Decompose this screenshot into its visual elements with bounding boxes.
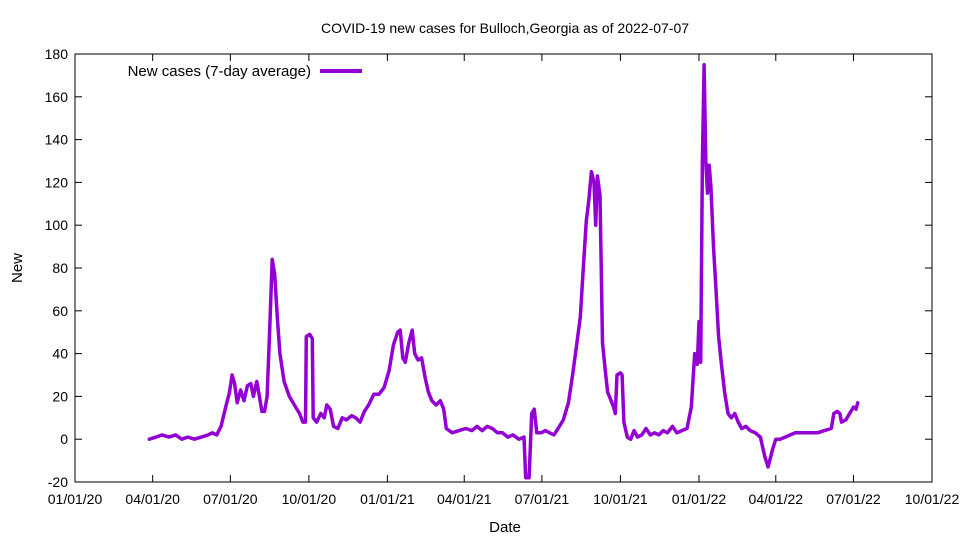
x-tick-label: 10/01/21 bbox=[593, 491, 648, 507]
y-tick-label: 20 bbox=[52, 388, 68, 404]
y-axis-ticks: -20 0 20 40 60 80 100 120 140 160 180 bbox=[45, 46, 932, 490]
x-tick-label: 07/01/21 bbox=[515, 491, 570, 507]
y-tick-label: 60 bbox=[52, 303, 68, 319]
x-tick-label: 01/01/20 bbox=[48, 491, 103, 507]
x-tick-label: 04/01/21 bbox=[437, 491, 492, 507]
y-tick-label: 120 bbox=[45, 174, 69, 190]
x-tick-label: 04/01/22 bbox=[749, 491, 804, 507]
legend-label: New cases (7-day average) bbox=[128, 63, 311, 80]
y-tick-label: 160 bbox=[45, 89, 69, 105]
x-tick-label: 10/01/20 bbox=[282, 491, 337, 507]
series-line bbox=[147, 62, 860, 480]
x-tick-label: 10/01/22 bbox=[905, 491, 960, 507]
x-tick-label: 01/01/21 bbox=[360, 491, 415, 507]
y-tick-label: 140 bbox=[45, 132, 69, 148]
chart-title: COVID-19 new cases for Bulloch,Georgia a… bbox=[321, 20, 689, 36]
y-tick-label: 0 bbox=[60, 431, 68, 447]
y-tick-label: -20 bbox=[48, 474, 68, 490]
x-axis-label: Date bbox=[489, 519, 521, 536]
series-group bbox=[147, 62, 860, 480]
x-tick-label: 04/01/20 bbox=[125, 491, 180, 507]
x-axis-ticks: 01/01/20 04/01/20 07/01/20 10/01/20 01/01/21… bbox=[48, 54, 960, 507]
y-tick-label: 80 bbox=[52, 260, 68, 276]
x-tick-label: 01/01/22 bbox=[672, 491, 727, 507]
y-tick-label: 180 bbox=[45, 46, 69, 62]
legend: New cases (7-day average) bbox=[128, 63, 362, 80]
x-tick-label: 07/01/20 bbox=[203, 491, 258, 507]
y-tick-label: 100 bbox=[45, 217, 69, 233]
y-tick-label: 40 bbox=[52, 346, 68, 362]
x-tick-label: 07/01/22 bbox=[826, 491, 881, 507]
y-axis-label: New bbox=[9, 253, 26, 283]
